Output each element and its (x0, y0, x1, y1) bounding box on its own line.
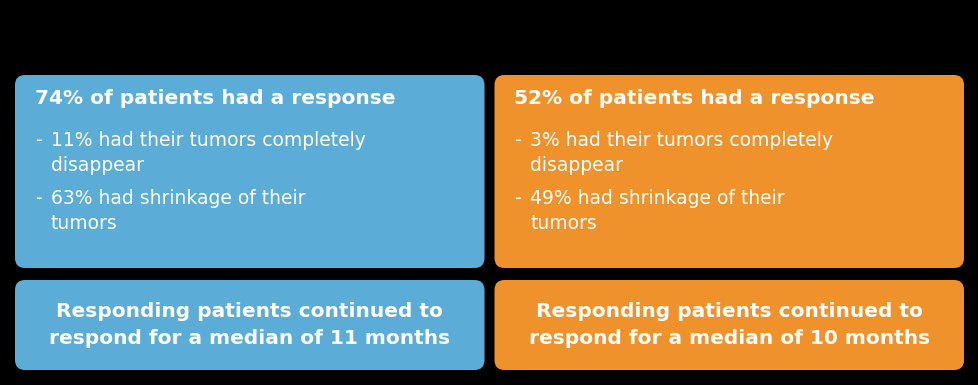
Text: -: - (514, 189, 520, 208)
Text: Responding patients continued to
respond for a median of 11 months: Responding patients continued to respond… (49, 302, 450, 348)
FancyBboxPatch shape (15, 75, 484, 268)
Text: Responding patients continued to
respond for a median of 10 months: Responding patients continued to respond… (528, 302, 929, 348)
FancyBboxPatch shape (494, 75, 963, 268)
Text: -: - (35, 131, 42, 150)
FancyBboxPatch shape (15, 280, 484, 370)
Text: -: - (514, 131, 520, 150)
Text: -: - (35, 189, 42, 208)
FancyBboxPatch shape (494, 280, 963, 370)
Text: 49% had shrinkage of their
tumors: 49% had shrinkage of their tumors (530, 189, 784, 233)
Text: 3% had their tumors completely
disappear: 3% had their tumors completely disappear (530, 131, 832, 175)
Text: 74% of patients had a response: 74% of patients had a response (35, 89, 395, 108)
Text: 63% had shrinkage of their
tumors: 63% had shrinkage of their tumors (51, 189, 305, 233)
Text: 52% of patients had a response: 52% of patients had a response (514, 89, 874, 108)
Text: 11% had their tumors completely
disappear: 11% had their tumors completely disappea… (51, 131, 366, 175)
